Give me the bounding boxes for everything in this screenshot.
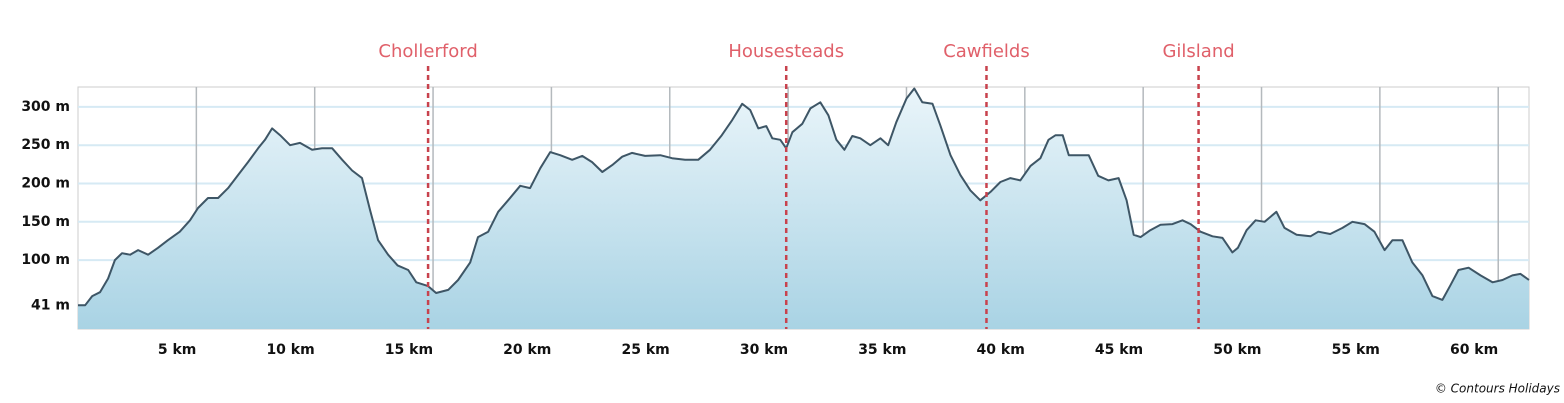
annotation-label: Gilsland xyxy=(1162,41,1234,62)
x-tick-label: 15 km xyxy=(385,342,433,358)
x-tick-label: 50 km xyxy=(1213,342,1261,358)
annotation-label: Cawfields xyxy=(943,41,1030,62)
y-tick-label: 100 m xyxy=(21,252,70,268)
y-tick-label: 150 m xyxy=(21,214,70,230)
y-tick-label: 200 m xyxy=(21,175,70,191)
x-tick-label: 55 km xyxy=(1332,342,1380,358)
x-tick-label: 20 km xyxy=(503,342,551,358)
y-tick-label: 250 m xyxy=(21,137,70,153)
y-tick-label: 41 m xyxy=(31,297,70,313)
annotation-label: Housesteads xyxy=(728,41,844,62)
x-tick-label: 35 km xyxy=(858,342,906,358)
credit: © Contours Holidays xyxy=(1435,382,1560,396)
x-tick-label: 5 km xyxy=(158,342,197,358)
y-tick-label: 300 m xyxy=(21,99,70,115)
elevation-area xyxy=(78,88,1529,329)
x-tick-label: 10 km xyxy=(266,342,314,358)
elevation-line xyxy=(78,87,1530,307)
x-tick-label: 40 km xyxy=(977,342,1025,358)
annotation-label: Chollerford xyxy=(378,41,477,62)
x-tick-label: 30 km xyxy=(740,342,788,358)
x-tick-label: 60 km xyxy=(1450,342,1498,358)
x-tick-label: 45 km xyxy=(1095,342,1143,358)
x-tick-label: 25 km xyxy=(621,342,669,358)
